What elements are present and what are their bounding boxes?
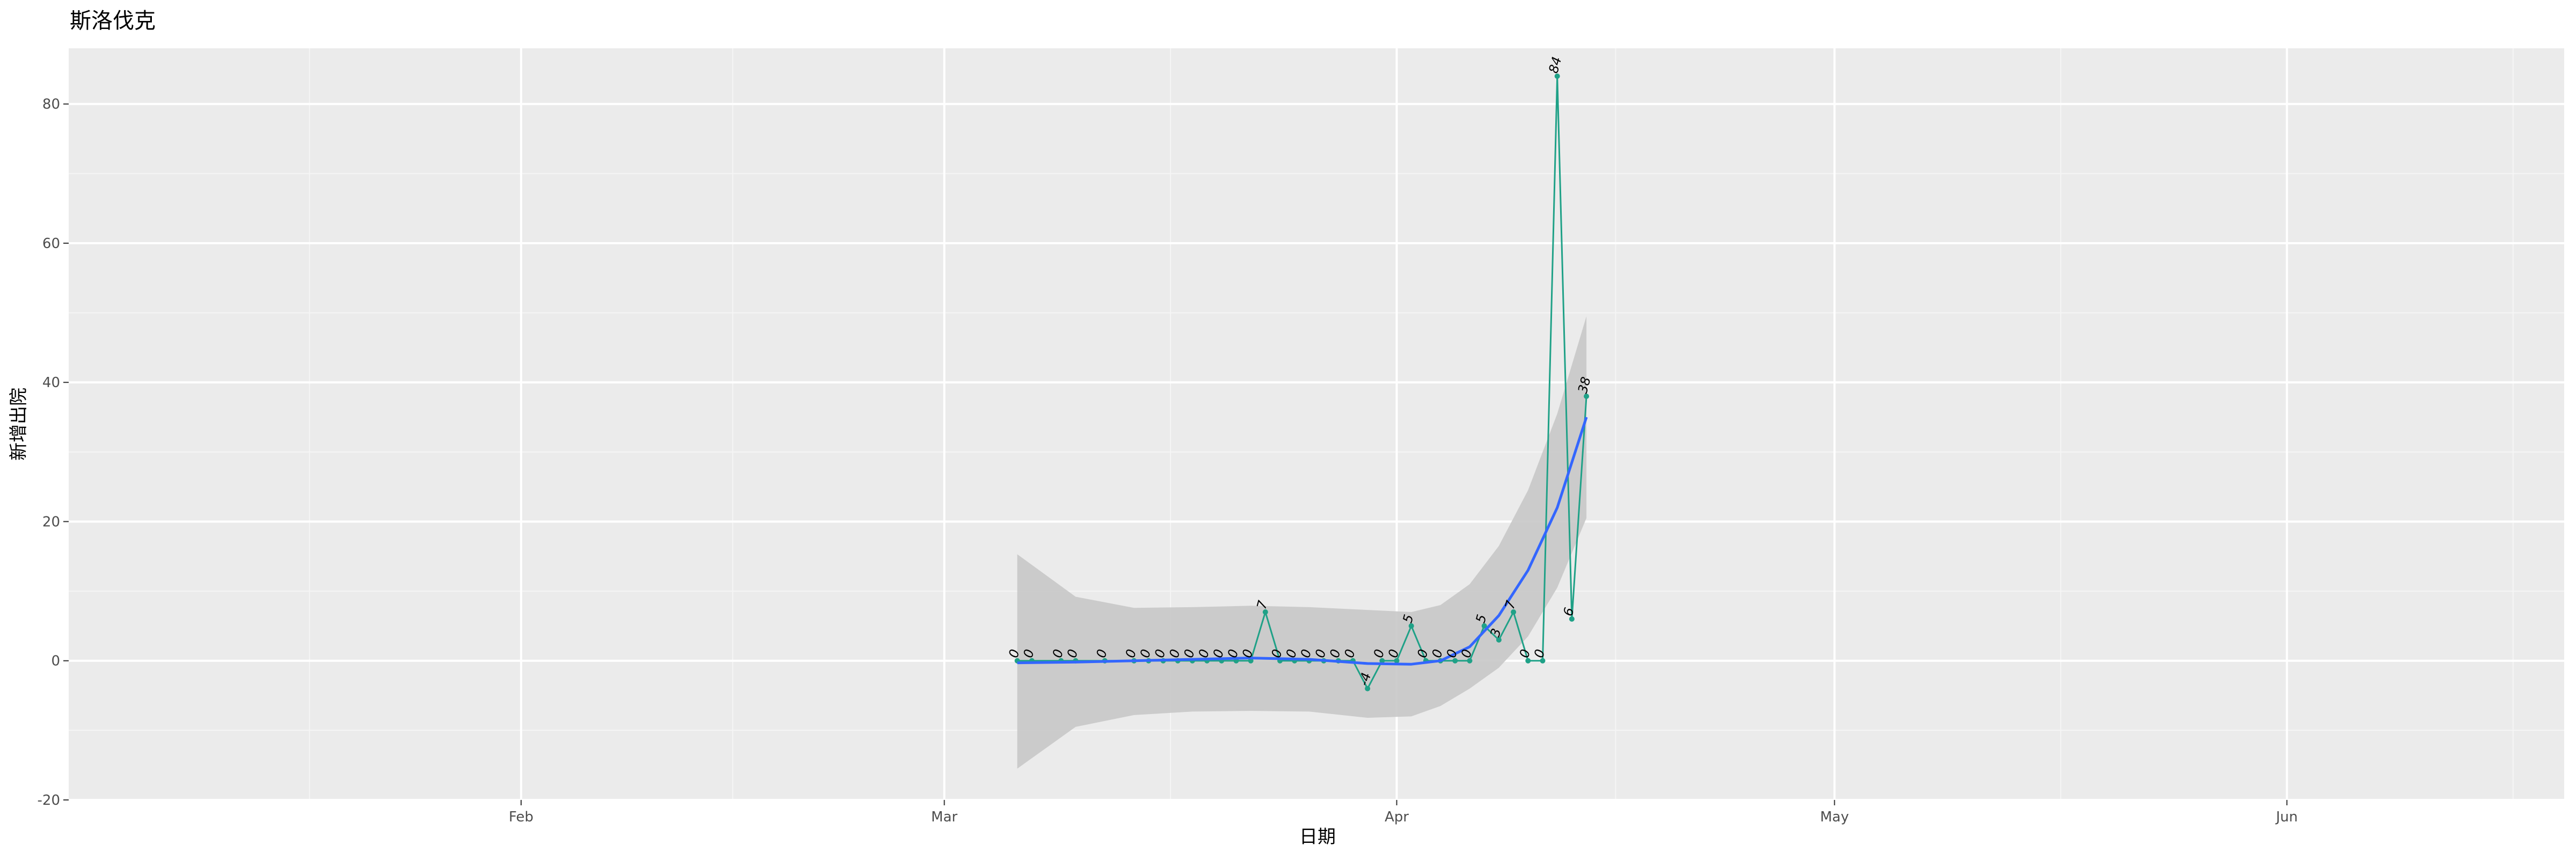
x-tick-label: Mar (931, 809, 957, 825)
data-label: 5 (1400, 613, 1417, 624)
data-label: 0 (1064, 647, 1081, 659)
data-label: 0 (1269, 647, 1285, 659)
smooth-line (1017, 417, 1588, 666)
smooth-trend-line (1017, 417, 1588, 666)
data-point (1452, 658, 1458, 664)
data-point (1365, 686, 1371, 691)
confidence-band (1017, 316, 1587, 769)
data-label: 0 (1020, 647, 1037, 659)
y-tick-label: 20 (42, 514, 60, 530)
y-tick-label: 40 (42, 375, 60, 391)
data-label: 0 (1312, 647, 1329, 659)
data-label: 0 (1327, 647, 1344, 659)
y-tick-label: 0 (51, 653, 60, 669)
data-point (1496, 637, 1502, 643)
data-label: 0 (1429, 647, 1446, 659)
data-label: 0 (1531, 647, 1548, 659)
x-axis: Feb Mar Apr May Jun (509, 800, 2298, 825)
data-label: 0 (1342, 647, 1358, 659)
data-point (1481, 623, 1487, 629)
data-label: 0 (1050, 647, 1066, 659)
chart-title: 斯洛伐克 (70, 9, 156, 33)
data-point (1408, 623, 1414, 629)
data-label: 0 (1006, 647, 1022, 659)
data-point (1525, 658, 1531, 664)
data-label: 0 (1152, 647, 1168, 659)
data-point (1584, 394, 1590, 399)
data-label: 5 (1473, 613, 1489, 624)
x-axis-title: 日期 (1299, 826, 1336, 848)
confidence-band-area (1017, 316, 1587, 769)
y-tick-label: 60 (42, 236, 60, 252)
data-label: 0 (1239, 647, 1256, 659)
data-label: 0 (1444, 647, 1460, 659)
data-point (1379, 658, 1385, 664)
y-tick-label: -20 (38, 792, 60, 809)
x-tick-label: Jun (2275, 809, 2298, 825)
data-label: 0 (1517, 647, 1533, 659)
x-tick-label: Feb (509, 809, 533, 825)
data-label: 3 (1488, 627, 1504, 638)
data-label: 0 (1371, 647, 1387, 659)
data-label: 0 (1298, 647, 1314, 659)
y-axis: -20 0 20 40 60 80 (38, 97, 69, 809)
data-label: 0 (1385, 647, 1402, 659)
data-label: 0 (1225, 647, 1241, 659)
data-point (1248, 658, 1254, 664)
data-label: 0 (1123, 647, 1139, 659)
data-label: 0 (1283, 647, 1300, 659)
data-point (1467, 658, 1473, 664)
data-label: 0 (1137, 647, 1154, 659)
data-label: 0 (1196, 647, 1212, 659)
data-label: 0 (1415, 647, 1431, 659)
data-point (1262, 609, 1268, 615)
data-label: 0 (1210, 647, 1227, 659)
x-tick-label: May (1820, 809, 1849, 825)
y-axis-title: 新增出院 (8, 388, 30, 461)
data-point (1394, 658, 1400, 664)
data-label: 0 (1458, 647, 1475, 659)
data-point (1569, 616, 1575, 622)
y-tick-label: 80 (42, 97, 60, 113)
data-label: 0 (1181, 647, 1198, 659)
data-point (1511, 609, 1517, 615)
data-point (1540, 658, 1546, 664)
data-label: 0 (1166, 647, 1183, 659)
x-tick-label: Apr (1385, 809, 1409, 825)
data-label: 6 (1561, 606, 1577, 618)
data-point (1554, 73, 1560, 79)
data-label: 0 (1093, 647, 1110, 659)
